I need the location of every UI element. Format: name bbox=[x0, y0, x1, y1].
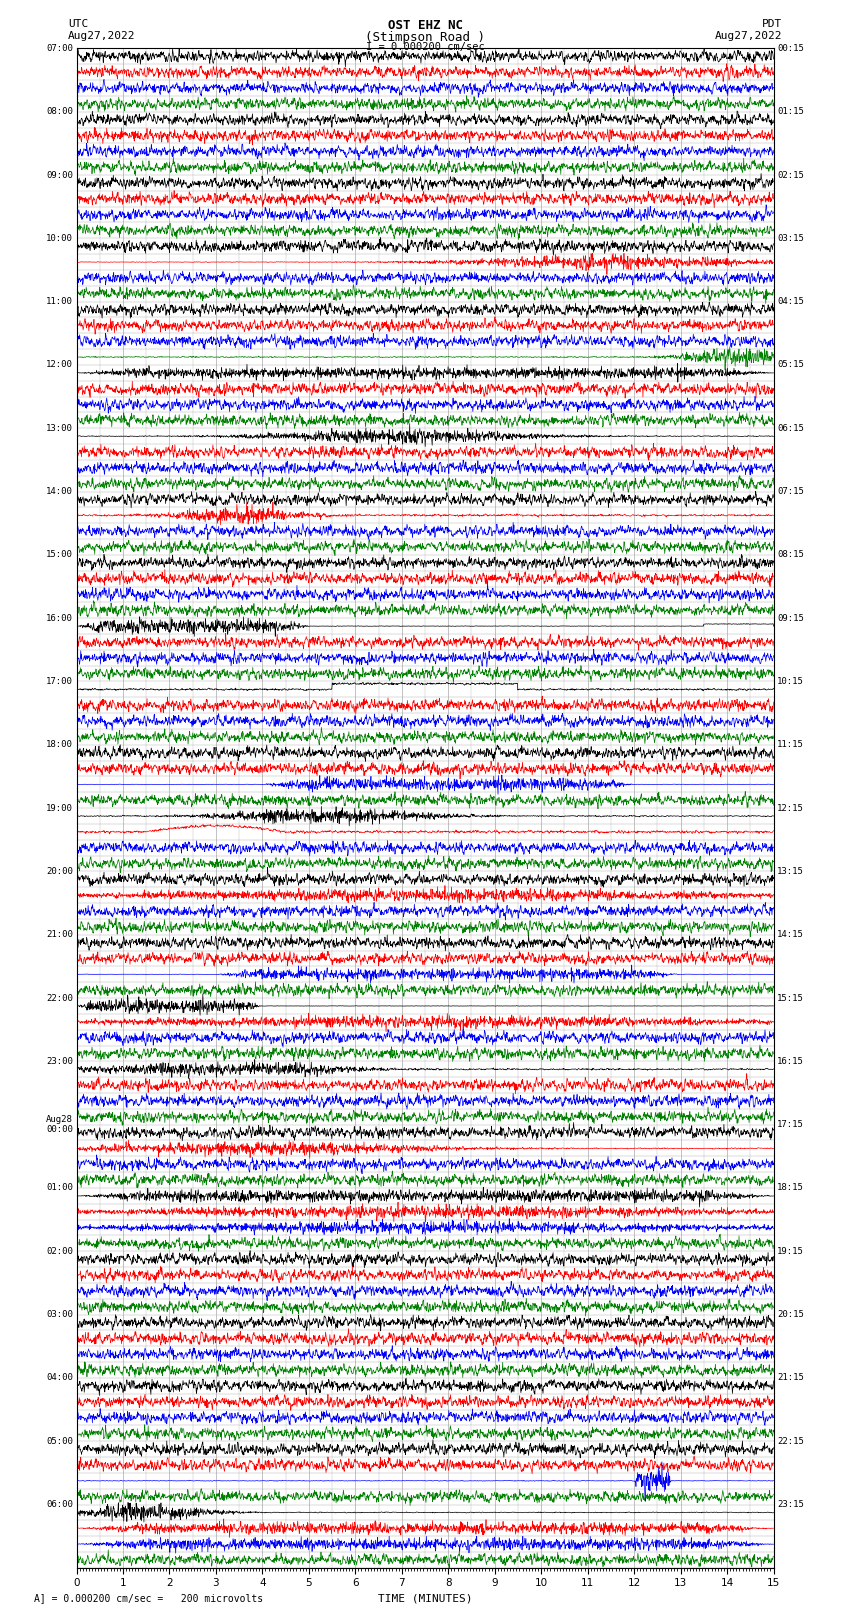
Text: 15:00: 15:00 bbox=[46, 550, 73, 560]
Text: 13:00: 13:00 bbox=[46, 424, 73, 432]
Text: 10:00: 10:00 bbox=[46, 234, 73, 244]
Text: 08:00: 08:00 bbox=[46, 106, 73, 116]
Text: Aug27,2022: Aug27,2022 bbox=[715, 31, 782, 40]
Text: OST EHZ NC: OST EHZ NC bbox=[388, 19, 462, 32]
Text: 02:00: 02:00 bbox=[46, 1247, 73, 1257]
Text: 17:00: 17:00 bbox=[46, 677, 73, 686]
Text: 07:15: 07:15 bbox=[777, 487, 804, 497]
Text: 14:00: 14:00 bbox=[46, 487, 73, 497]
Text: 03:00: 03:00 bbox=[46, 1310, 73, 1319]
Text: 18:15: 18:15 bbox=[777, 1184, 804, 1192]
Text: 14:15: 14:15 bbox=[777, 931, 804, 939]
Text: (Stimpson Road ): (Stimpson Road ) bbox=[365, 31, 485, 44]
Text: 06:00: 06:00 bbox=[46, 1500, 73, 1510]
Text: 01:15: 01:15 bbox=[777, 106, 804, 116]
Text: 20:15: 20:15 bbox=[777, 1310, 804, 1319]
Text: 16:15: 16:15 bbox=[777, 1057, 804, 1066]
Text: A] = 0.000200 cm/sec =   200 microvolts: A] = 0.000200 cm/sec = 200 microvolts bbox=[34, 1594, 264, 1603]
Text: 03:15: 03:15 bbox=[777, 234, 804, 244]
Text: 02:15: 02:15 bbox=[777, 171, 804, 179]
Text: 20:00: 20:00 bbox=[46, 866, 73, 876]
Text: 21:15: 21:15 bbox=[777, 1373, 804, 1382]
Text: 04:15: 04:15 bbox=[777, 297, 804, 306]
X-axis label: TIME (MINUTES): TIME (MINUTES) bbox=[377, 1594, 473, 1603]
Text: 04:00: 04:00 bbox=[46, 1373, 73, 1382]
Text: PDT: PDT bbox=[762, 19, 782, 29]
Text: 12:00: 12:00 bbox=[46, 360, 73, 369]
Text: 21:00: 21:00 bbox=[46, 931, 73, 939]
Text: 13:15: 13:15 bbox=[777, 866, 804, 876]
Text: 23:00: 23:00 bbox=[46, 1057, 73, 1066]
Text: 12:15: 12:15 bbox=[777, 803, 804, 813]
Text: I = 0.000200 cm/sec: I = 0.000200 cm/sec bbox=[366, 42, 484, 52]
Text: 00:15: 00:15 bbox=[777, 44, 804, 53]
Text: 08:15: 08:15 bbox=[777, 550, 804, 560]
Text: Aug28
00:00: Aug28 00:00 bbox=[46, 1115, 73, 1134]
Text: 19:00: 19:00 bbox=[46, 803, 73, 813]
Text: 16:00: 16:00 bbox=[46, 613, 73, 623]
Text: 15:15: 15:15 bbox=[777, 994, 804, 1003]
Text: 09:00: 09:00 bbox=[46, 171, 73, 179]
Text: 06:15: 06:15 bbox=[777, 424, 804, 432]
Text: Aug27,2022: Aug27,2022 bbox=[68, 31, 135, 40]
Text: 10:15: 10:15 bbox=[777, 677, 804, 686]
Text: 22:15: 22:15 bbox=[777, 1437, 804, 1445]
Text: 05:15: 05:15 bbox=[777, 360, 804, 369]
Text: 18:00: 18:00 bbox=[46, 740, 73, 750]
Text: 09:15: 09:15 bbox=[777, 613, 804, 623]
Text: 11:15: 11:15 bbox=[777, 740, 804, 750]
Text: UTC: UTC bbox=[68, 19, 88, 29]
Text: 17:15: 17:15 bbox=[777, 1119, 804, 1129]
Text: 22:00: 22:00 bbox=[46, 994, 73, 1003]
Text: 07:00: 07:00 bbox=[46, 44, 73, 53]
Text: 11:00: 11:00 bbox=[46, 297, 73, 306]
Text: 23:15: 23:15 bbox=[777, 1500, 804, 1510]
Text: 19:15: 19:15 bbox=[777, 1247, 804, 1257]
Text: 01:00: 01:00 bbox=[46, 1184, 73, 1192]
Text: 05:00: 05:00 bbox=[46, 1437, 73, 1445]
